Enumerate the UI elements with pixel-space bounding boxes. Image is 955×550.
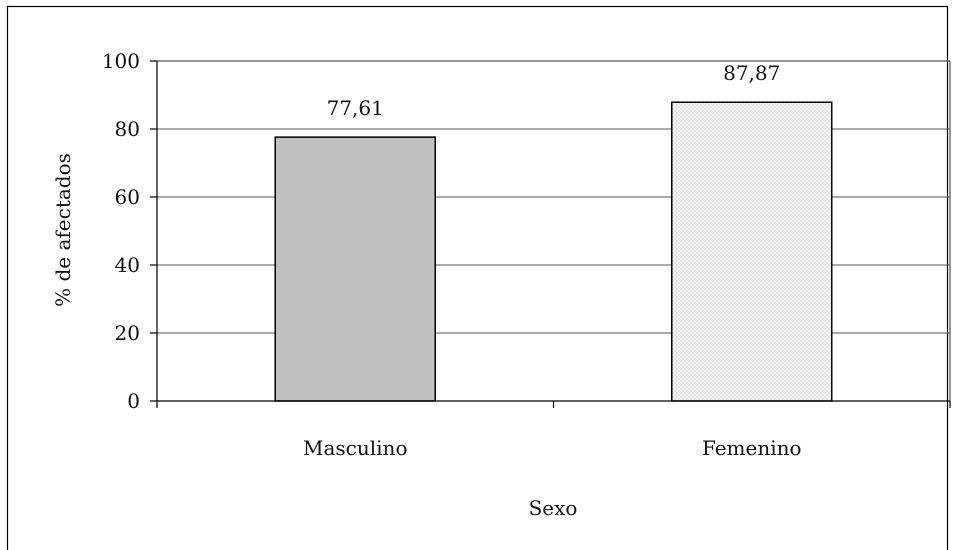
y-tick-label: 60 (115, 185, 140, 209)
axes (150, 60, 951, 408)
y-tick-label: 0 (127, 389, 140, 413)
y-tick-label: 80 (115, 117, 140, 141)
y-tick-label: 100 (102, 49, 140, 73)
x-tick-label: Masculino (303, 436, 407, 460)
bar-masculino (274, 136, 436, 402)
data-label: 77,61 (327, 96, 384, 120)
bar-femenino (671, 101, 833, 402)
data-label: 87,87 (723, 61, 780, 85)
x-tick-label: Femenino (702, 436, 802, 460)
bars (274, 101, 833, 402)
y-tick-label: 20 (115, 321, 140, 345)
y-tick-label: 40 (115, 253, 140, 277)
x-axis-title: Sexo (529, 496, 578, 520)
chart-border (6, 5, 949, 550)
y-axis-title: % de afectados (51, 153, 75, 307)
labels: 0 20 40 60 80 100 77,61 Masculino 87,87 Femenino (102, 49, 802, 460)
